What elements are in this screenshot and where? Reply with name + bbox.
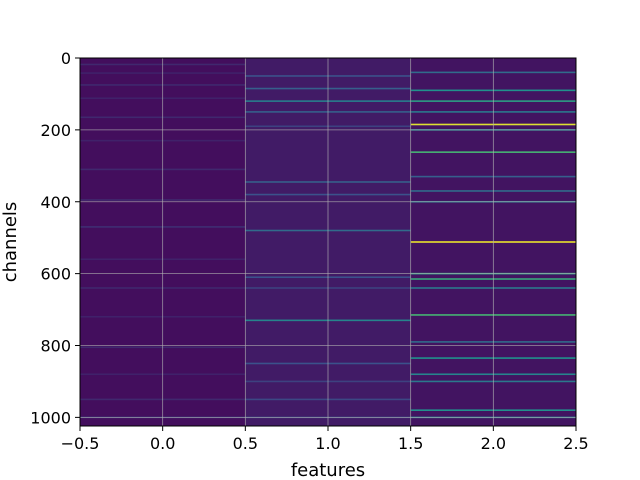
x-tick-label: 1.5 [398,434,423,453]
y-axis-label: channels [0,202,21,283]
y-axis: 0 200 400 600 800 1000 [30,49,80,427]
y-tick-label: 0 [61,49,71,68]
x-tick-label: 2.0 [481,434,506,453]
y-tick-label: 600 [40,265,71,284]
y-tick-label: 400 [40,193,71,212]
x-tick-label: 2.5 [563,434,588,453]
x-axis: −0.5 0.0 0.5 1.0 1.5 2.0 2.5 [61,426,589,453]
y-tick-label: 800 [40,337,71,356]
y-tick-label: 1000 [30,408,71,427]
x-tick-label: 0.5 [233,434,258,453]
x-axis-label: features [291,460,365,480]
y-tick-label: 200 [40,121,71,140]
x-tick-label: −0.5 [61,434,100,453]
x-tick-label: 1.0 [315,434,340,453]
x-tick-label: 0.0 [150,434,175,453]
